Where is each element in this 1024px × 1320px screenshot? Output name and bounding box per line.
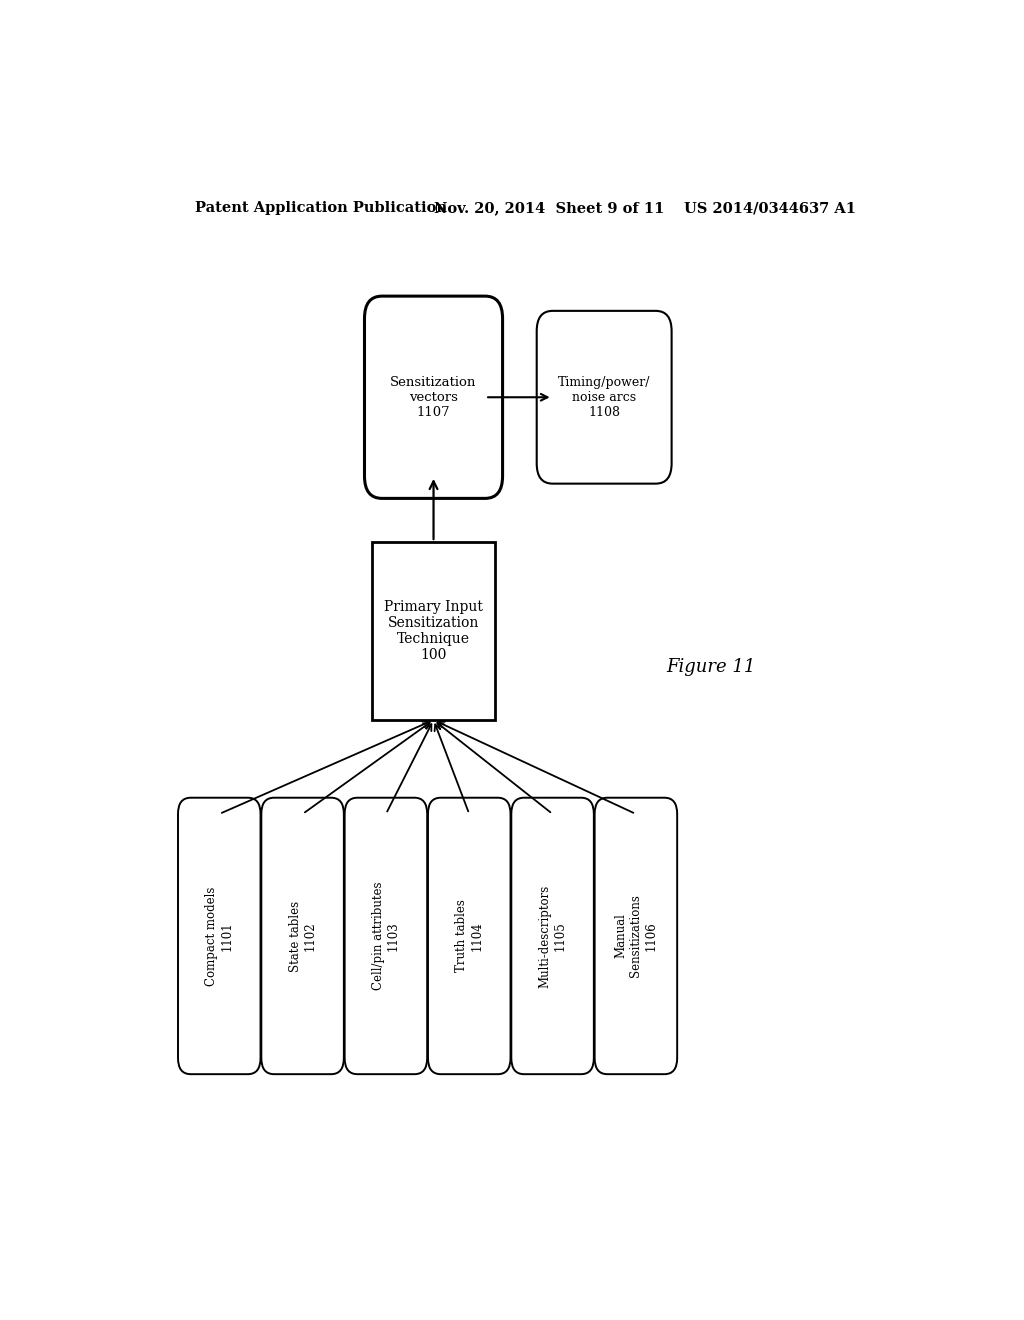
FancyBboxPatch shape	[345, 797, 427, 1074]
Text: US 2014/0344637 A1: US 2014/0344637 A1	[684, 201, 855, 215]
Text: Figure 11: Figure 11	[667, 657, 756, 676]
FancyBboxPatch shape	[428, 797, 511, 1074]
Text: Truth tables
1104: Truth tables 1104	[456, 899, 483, 973]
FancyBboxPatch shape	[178, 797, 260, 1074]
FancyBboxPatch shape	[511, 797, 594, 1074]
Bar	[372, 543, 495, 719]
FancyBboxPatch shape	[261, 797, 344, 1074]
Text: State tables
1102: State tables 1102	[289, 900, 316, 972]
FancyBboxPatch shape	[537, 312, 672, 483]
Text: Primary Input
Sensitization
Technique
100: Primary Input Sensitization Technique 10…	[384, 599, 483, 663]
Text: Sensitization
vectors
1107: Sensitization vectors 1107	[390, 376, 477, 418]
Text: Multi-descriptors
1105: Multi-descriptors 1105	[539, 884, 566, 987]
Text: Patent Application Publication: Patent Application Publication	[196, 201, 447, 215]
Text: Compact models
1101: Compact models 1101	[205, 886, 233, 986]
FancyBboxPatch shape	[595, 797, 677, 1074]
Text: Nov. 20, 2014  Sheet 9 of 11: Nov. 20, 2014 Sheet 9 of 11	[433, 201, 664, 215]
Text: Manual
Sensitizations
1106: Manual Sensitizations 1106	[614, 895, 657, 977]
FancyBboxPatch shape	[365, 296, 503, 499]
Text: Cell/pin attributes
1103: Cell/pin attributes 1103	[372, 882, 400, 990]
Text: Timing/power/
noise arcs
1108: Timing/power/ noise arcs 1108	[558, 376, 650, 418]
